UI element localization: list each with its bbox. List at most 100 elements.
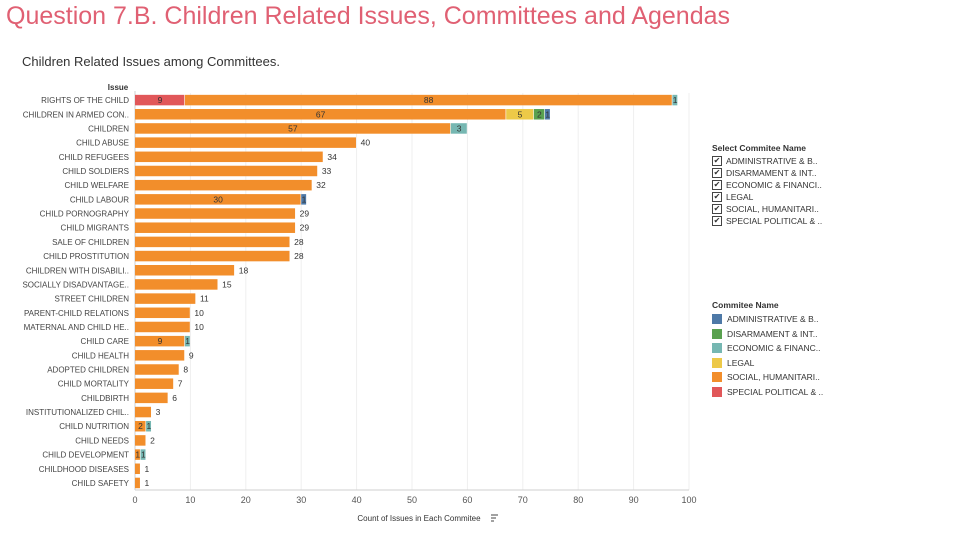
legend-item[interactable]: LEGAL <box>712 356 823 371</box>
bar-segment <box>301 194 307 205</box>
bar-segment <box>184 335 190 347</box>
data-label: 3 <box>457 123 462 133</box>
filter-item[interactable]: ✔ ECONOMIC & FINANCI.. <box>712 179 822 191</box>
y-tick-label: CHILDREN IN ARMED CON.. <box>23 110 129 119</box>
x-tick-label: 60 <box>462 495 472 505</box>
filter-item-label: ECONOMIC & FINANCI.. <box>726 180 822 190</box>
checkbox-icon[interactable]: ✔ <box>712 168 722 178</box>
legend-item[interactable]: ADMINISTRATIVE & B.. <box>712 312 823 327</box>
bar-segment <box>506 109 534 120</box>
bar-segment <box>135 208 296 219</box>
x-tick-label: 10 <box>185 495 195 505</box>
bar-segment <box>146 420 152 432</box>
x-tick-label: 100 <box>681 495 696 505</box>
legend-item-label: SPECIAL POLITICAL & .. <box>727 386 824 397</box>
bar-segment <box>135 406 152 418</box>
y-tick-label: CHILDREN WITH DISABILI.. <box>26 266 129 275</box>
legend-swatch <box>712 328 722 339</box>
y-axis-title: Issue <box>108 83 129 92</box>
data-label: 9 <box>158 336 163 346</box>
data-label: 67 <box>316 109 326 119</box>
legend-item[interactable]: ECONOMIC & FINANC.. <box>712 341 823 356</box>
bar-segment <box>135 435 146 446</box>
chart-subtitle: Children Related Issues among Committees… <box>22 54 280 69</box>
filter-item[interactable]: ✔ DISARMAMENT & INT.. <box>712 167 822 179</box>
bar-segment <box>135 137 356 148</box>
bar-segment <box>135 449 140 460</box>
data-label: 7 <box>178 379 183 389</box>
filter-item[interactable]: ✔ SOCIAL, HUMANITARI.. <box>712 203 822 215</box>
data-label: 6 <box>172 393 177 403</box>
x-tick-label: 70 <box>518 495 528 505</box>
x-tick-label: 80 <box>573 495 583 505</box>
checkbox-icon[interactable]: ✔ <box>712 204 722 214</box>
x-tick-label: 20 <box>241 495 251 505</box>
bar-segment <box>135 123 451 134</box>
y-tick-label: MATERNAL AND CHILD HE.. <box>24 323 129 332</box>
y-tick-label: CHILD CARE <box>81 337 129 346</box>
bar-segment <box>544 109 550 120</box>
y-tick-label: CHILD PORNOGRAPHY <box>40 210 130 219</box>
y-tick-label: CHILD REFUGEES <box>59 153 129 162</box>
checkbox-icon[interactable]: ✔ <box>712 216 722 226</box>
bar-segment <box>135 151 323 163</box>
bar-segment <box>135 222 296 233</box>
bar-segment <box>135 463 140 475</box>
legend-item[interactable]: SPECIAL POLITICAL & .. <box>712 385 823 400</box>
bar-segment <box>135 364 179 375</box>
x-tick-label: 90 <box>629 495 639 505</box>
legend-swatch <box>712 386 722 397</box>
legend-item-label: SOCIAL, HUMANITARI.. <box>727 372 820 383</box>
y-tick-label: CHILD PROSTITUTION <box>43 252 129 261</box>
data-label: 1 <box>141 450 146 460</box>
legend-swatch <box>712 357 722 368</box>
y-tick-label: RIGHTS OF THE CHILD <box>41 96 129 105</box>
data-label: 2 <box>138 421 143 431</box>
filter-item-label: LEGAL <box>726 192 754 202</box>
y-tick-label: CHILDREN <box>88 124 129 133</box>
bar-segment <box>135 477 140 489</box>
legend-swatch <box>712 314 722 325</box>
data-label: 29 <box>300 209 310 219</box>
data-label: 32 <box>316 180 326 190</box>
x-tick-label: 30 <box>296 495 306 505</box>
data-label: 28 <box>294 251 304 261</box>
checkbox-icon[interactable]: ✔ <box>712 192 722 202</box>
data-label: 5 <box>518 109 523 119</box>
filter-item[interactable]: ✔ SPECIAL POLITICAL & .. <box>712 215 822 227</box>
data-label: 34 <box>327 152 337 162</box>
filter-item-label: SPECIAL POLITICAL & .. <box>726 216 823 226</box>
data-label: 8 <box>183 365 188 375</box>
data-label: 1 <box>545 109 550 119</box>
legend-swatch <box>712 343 722 354</box>
y-tick-label: INSTITUTIONALIZED CHIL.. <box>26 408 129 417</box>
checkbox-icon[interactable]: ✔ <box>712 180 722 190</box>
data-label: 40 <box>361 138 371 148</box>
bar-segment <box>533 109 545 120</box>
checkbox-icon[interactable]: ✔ <box>712 156 722 166</box>
legend-item[interactable]: DISARMAMENT & INT.. <box>712 327 823 342</box>
filter-item[interactable]: ✔ LEGAL <box>712 191 822 203</box>
data-label: 11 <box>200 294 209 304</box>
y-tick-label: CHILDBIRTH <box>81 394 129 403</box>
data-label: 33 <box>322 166 332 176</box>
bar-segment <box>450 123 467 134</box>
y-tick-label: CHILD WELFARE <box>65 181 129 190</box>
filter-item-label: SOCIAL, HUMANITARI.. <box>726 204 819 214</box>
data-label: 3 <box>156 407 161 417</box>
bar-segment <box>135 392 168 404</box>
filter-legend-title: Select Commitee Name <box>712 143 807 153</box>
legend-item-label: ECONOMIC & FINANC.. <box>727 343 821 354</box>
bar-segment <box>184 94 672 106</box>
y-tick-label: CHILD MORTALITY <box>58 380 130 389</box>
bar-segment <box>135 307 190 319</box>
color-legend-title: Commitee Name <box>712 300 779 310</box>
data-label: 1 <box>302 194 307 204</box>
legend-item[interactable]: SOCIAL, HUMANITARI.. <box>712 370 823 385</box>
y-tick-label: SALE OF CHILDREN <box>52 238 129 247</box>
data-label: 15 <box>222 279 232 289</box>
legend-item-label: DISARMAMENT & INT.. <box>727 328 818 339</box>
filter-item[interactable]: ✔ ADMINISTRATIVE & B.. <box>712 155 822 167</box>
x-tick-label: 50 <box>407 495 417 505</box>
data-label: 88 <box>424 95 434 105</box>
